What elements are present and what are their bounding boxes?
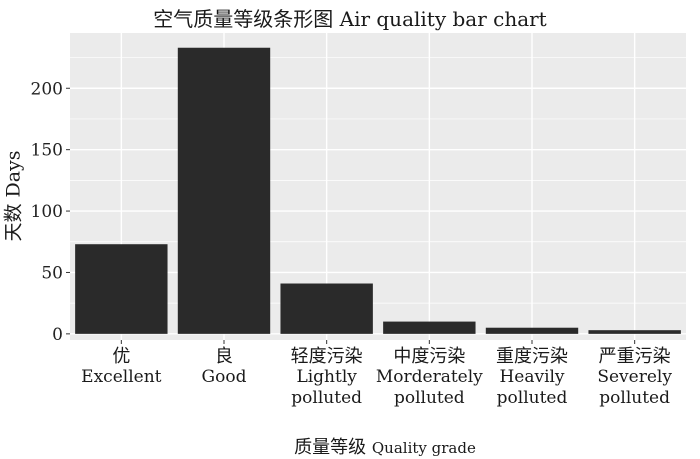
x-tick-label-zh: 重度污染 — [496, 346, 568, 367]
x-tick-label-en: Excellent — [81, 367, 162, 387]
y-tick-label: 100 — [31, 202, 63, 222]
bar-2 — [177, 47, 271, 334]
y-tick-label: 50 — [41, 263, 63, 283]
x-tick-label-zh: 中度污染 — [393, 346, 466, 367]
x-tick-label-en: Good — [201, 367, 247, 387]
y-tick-label: 0 — [52, 325, 63, 345]
x-tick-label-en: polluted — [496, 388, 568, 408]
x-tick-label-4: 中度污染 Morderately polluted — [376, 346, 483, 409]
x-axis-label-zh: 质量等级 — [294, 437, 367, 458]
x-tick-label-en: polluted — [599, 388, 671, 408]
x-tick-label-zh: 轻度污染 — [290, 346, 363, 367]
x-tick-label-en: Heavily — [499, 367, 565, 387]
x-tick-label-en: polluted — [291, 388, 363, 408]
x-tick-label-5: 重度污染 Heavily polluted — [496, 346, 568, 409]
x-tick-label-1: 优 Excellent — [81, 346, 161, 388]
bar-3 — [280, 283, 373, 334]
bar-6 — [588, 330, 681, 334]
x-tick-label-en: polluted — [393, 388, 465, 408]
chart-title: 空气质量等级条形图 Air quality bar chart — [153, 7, 547, 31]
x-axis-label: 质量等级 Quality grade — [294, 433, 476, 459]
x-tick-label-en: Severely — [597, 367, 672, 387]
x-tick-label-6: 严重污染 Severely polluted — [597, 346, 672, 409]
x-tick-label-3: 轻度污染 Lightly polluted — [291, 346, 363, 409]
plot-panel — [70, 33, 686, 340]
x-tick-label-zh: 良 — [215, 346, 233, 367]
y-tick-label: 200 — [31, 79, 63, 99]
bar-4 — [383, 321, 476, 334]
x-tick-label-en: Lightly — [296, 367, 357, 387]
x-tick-label-2: 良 Good — [202, 346, 247, 388]
y-tick-label: 150 — [31, 141, 63, 161]
x-axis-label-en: Quality grade — [371, 439, 476, 457]
bar-5 — [485, 327, 579, 334]
bar-1 — [75, 244, 168, 334]
x-tick-label-zh: 严重污染 — [598, 346, 671, 367]
x-tick-label-en: Morderately — [375, 367, 483, 387]
x-tick-label-zh: 优 — [112, 346, 131, 367]
